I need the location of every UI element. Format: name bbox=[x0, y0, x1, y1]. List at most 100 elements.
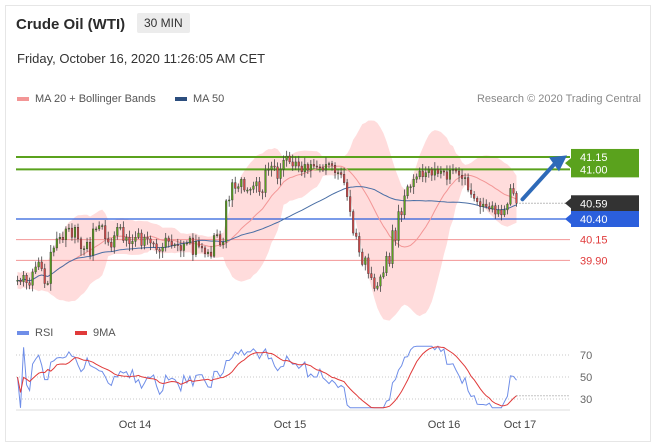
ma50-line bbox=[17, 186, 517, 282]
candle bbox=[22, 271, 25, 287]
candle-body bbox=[19, 280, 22, 283]
candle bbox=[176, 238, 179, 252]
candle bbox=[25, 273, 28, 290]
candle bbox=[376, 282, 379, 291]
candle bbox=[367, 253, 370, 279]
candle bbox=[134, 231, 137, 247]
candle-body bbox=[249, 189, 252, 191]
candle bbox=[282, 155, 285, 177]
candle-body bbox=[445, 171, 448, 180]
candle-body bbox=[491, 205, 494, 210]
candle bbox=[355, 228, 358, 240]
candle bbox=[485, 199, 488, 209]
candle bbox=[494, 202, 497, 219]
candle bbox=[173, 242, 176, 249]
candle-body bbox=[427, 169, 430, 173]
candle-body bbox=[182, 243, 185, 251]
candle bbox=[261, 189, 264, 200]
legend-ma20: MA 20 + Bollinger Bands bbox=[17, 93, 156, 105]
candle-body bbox=[246, 189, 249, 192]
candle bbox=[415, 173, 418, 183]
candle bbox=[95, 226, 98, 232]
candle bbox=[110, 237, 113, 252]
candle-body bbox=[170, 241, 173, 246]
resistance-label: 41.00 bbox=[580, 164, 608, 176]
candle-body bbox=[321, 167, 324, 171]
candle-body bbox=[451, 169, 455, 171]
candle bbox=[64, 226, 67, 248]
candle-body bbox=[76, 227, 80, 240]
rsi-ma9-line bbox=[17, 346, 517, 409]
candle bbox=[315, 160, 318, 170]
ma50-label: MA 50 bbox=[193, 93, 225, 105]
candle bbox=[491, 201, 494, 213]
candle-body bbox=[146, 236, 149, 240]
timeframe-badge[interactable]: 30 MIN bbox=[137, 13, 190, 33]
candle bbox=[70, 223, 73, 241]
candle-body bbox=[376, 285, 379, 289]
instrument-title: Crude Oil (WTI) bbox=[16, 16, 126, 33]
candle-body bbox=[255, 181, 258, 187]
candle-body bbox=[216, 234, 219, 236]
candle bbox=[267, 162, 270, 176]
candle bbox=[288, 151, 291, 165]
candle bbox=[358, 232, 361, 257]
candle bbox=[191, 233, 194, 262]
candle-body bbox=[300, 165, 303, 173]
candle bbox=[470, 183, 473, 198]
candle bbox=[228, 195, 231, 207]
candle bbox=[436, 165, 439, 178]
candle bbox=[412, 174, 415, 194]
candle-body bbox=[309, 164, 312, 171]
candle-body bbox=[161, 246, 164, 252]
candle bbox=[28, 277, 31, 290]
candle bbox=[382, 266, 385, 279]
candle-body bbox=[442, 170, 445, 173]
rsi-tick-label: 50 bbox=[580, 372, 592, 384]
pivot-label: 40.40 bbox=[580, 214, 608, 226]
candle bbox=[67, 223, 70, 232]
candle-body bbox=[231, 182, 234, 201]
candle-body bbox=[173, 244, 176, 246]
candle-body bbox=[379, 276, 382, 287]
candle bbox=[49, 244, 52, 291]
candle bbox=[337, 169, 340, 180]
candle-body bbox=[500, 209, 503, 216]
candle-body bbox=[252, 185, 255, 190]
candle-body bbox=[228, 199, 231, 202]
candle-body bbox=[67, 227, 70, 230]
legend-ma9: 9MA bbox=[75, 327, 116, 339]
candle-body bbox=[128, 236, 131, 245]
candle bbox=[128, 230, 131, 252]
candle bbox=[340, 167, 343, 179]
candle bbox=[19, 277, 22, 285]
candle bbox=[40, 256, 43, 272]
candle bbox=[303, 157, 306, 178]
candle-body bbox=[149, 238, 152, 244]
candle-body bbox=[61, 236, 64, 240]
candle-body bbox=[83, 248, 86, 250]
credit-text: Research © 2020 Trading Central bbox=[476, 93, 641, 105]
candle bbox=[306, 162, 309, 174]
candle bbox=[152, 241, 155, 248]
candle bbox=[140, 229, 143, 250]
candle-body bbox=[243, 179, 246, 191]
candle-body bbox=[464, 177, 467, 179]
support-label: 40.15 bbox=[580, 235, 608, 247]
candle-body bbox=[457, 170, 461, 176]
candle-body bbox=[267, 169, 270, 171]
rsi-label: RSI bbox=[35, 327, 54, 339]
candle-body bbox=[352, 211, 355, 234]
candle bbox=[512, 183, 515, 196]
candle-body bbox=[131, 241, 134, 245]
candle bbox=[409, 184, 412, 193]
candle-body bbox=[116, 227, 119, 236]
candle-body bbox=[315, 165, 318, 168]
candle-body bbox=[37, 261, 40, 268]
rsi-line bbox=[17, 345, 517, 409]
candle-body bbox=[433, 169, 436, 176]
candle bbox=[43, 263, 46, 289]
candle-body bbox=[203, 247, 207, 254]
candle-body bbox=[52, 247, 55, 253]
